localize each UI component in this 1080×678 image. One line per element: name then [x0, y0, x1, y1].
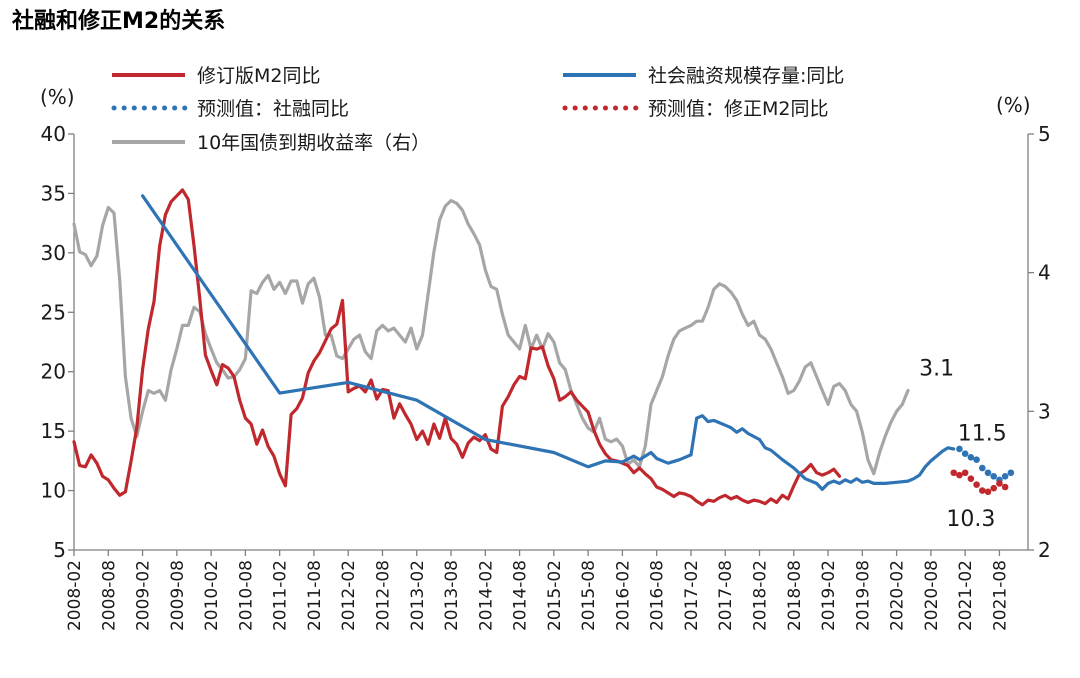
series-point [978, 487, 986, 494]
annotation-label: 11.5 [958, 422, 1007, 447]
series-point [956, 445, 963, 453]
legend: 修订版M2同比 社会融资规模存量:同比 预测值：社融同比 预测值：修正M2同比 … [111, 65, 844, 154]
series-point [984, 469, 992, 477]
x-tick-label: 2008-08 [99, 560, 119, 631]
x-tick-label: 2010-08 [236, 560, 256, 631]
x-tick-label: 2016-08 [648, 560, 668, 631]
series-point [984, 488, 992, 496]
y-left-tick-label: 40 [41, 122, 66, 146]
series-point [956, 471, 963, 479]
y-left-tick-label: 25 [41, 300, 66, 324]
series-point [1007, 469, 1015, 477]
series-line [72, 188, 842, 507]
series-point [973, 481, 980, 488]
x-tick-label: 2018-08 [785, 560, 805, 631]
left-axis-unit: (%) [40, 85, 75, 109]
x-tick-label: 2012-08 [373, 560, 393, 631]
legend-label-m2-forecast: 预测值：修正M2同比 [648, 98, 828, 120]
x-tick-label: 2012-02 [339, 560, 359, 631]
y-left-tick-label: 15 [41, 419, 66, 443]
x-tick-label: 2009-08 [168, 560, 188, 631]
legend-item-tsf: 社会融资规模存量:同比 [563, 65, 844, 87]
legend-item-m2: 修订版M2同比 [112, 65, 320, 87]
y-right-tick-label: 5 [1038, 122, 1051, 146]
series-point [950, 469, 958, 477]
x-tick-label: 2009-02 [134, 560, 154, 631]
legend-item-bond: 10年国债到期收益率（右） [112, 132, 430, 154]
series-point [990, 473, 998, 480]
legend-item-tsf-forecast: 预测值：社融同比 [111, 98, 349, 120]
series-line [141, 194, 956, 491]
x-tick-label: 2021-08 [990, 560, 1010, 631]
y-left-tick-label: 20 [41, 360, 66, 384]
x-tick-label: 2014-08 [511, 560, 531, 631]
y-left-tick-label: 35 [41, 181, 66, 205]
y-left-tick-label: 10 [41, 479, 66, 503]
series-point [961, 469, 969, 477]
x-tick-label: 2017-08 [716, 560, 736, 631]
x-tick-label: 2021-02 [956, 560, 976, 631]
series-point [961, 450, 969, 458]
x-tick-label: 2011-08 [305, 560, 325, 631]
annotation-label: 3.1 [919, 356, 954, 381]
y-right-tick-label: 4 [1038, 261, 1051, 285]
y-right-tick-label: 3 [1038, 399, 1051, 423]
series-line [72, 199, 910, 476]
legend-item-m2-forecast: 预测值：修正M2同比 [562, 98, 828, 120]
x-tick-label: 2020-02 [888, 560, 908, 631]
legend-label-tsf: 社会融资规模存量:同比 [648, 65, 844, 87]
x-tick-label: 2017-02 [682, 560, 702, 631]
series-point [990, 484, 998, 492]
x-tick-label: 2015-08 [579, 560, 599, 631]
series-point [1001, 473, 1009, 480]
x-tick-label: 2015-02 [545, 560, 565, 631]
x-tick-label: 2008-02 [65, 560, 85, 631]
series-layer [72, 188, 1015, 507]
annotations: 3.1 11.5 10.3 [919, 356, 1007, 532]
x-tick-label: 2019-02 [819, 560, 839, 631]
right-axis-unit: (%) [996, 93, 1031, 117]
annotation-label: 10.3 [946, 507, 995, 532]
x-tick-label: 2014-02 [476, 560, 496, 631]
series-point [996, 480, 1003, 487]
legend-label-tsf-forecast: 预测值：社融同比 [197, 98, 349, 120]
legend-label-bond: 10年国债到期收益率（右） [197, 132, 430, 154]
series-point [973, 456, 980, 463]
x-tick-label: 2020-08 [922, 560, 942, 631]
y-left-tick-label: 5 [53, 538, 66, 562]
x-tick-label: 2013-08 [442, 560, 462, 631]
legend-label-m2: 修订版M2同比 [197, 65, 320, 87]
y-left-tick-label: 30 [41, 241, 66, 265]
x-tick-label: 2018-02 [751, 560, 771, 631]
x-tick-label: 2016-02 [613, 560, 633, 631]
x-tick-label: 2011-02 [271, 560, 291, 631]
series-point [967, 475, 975, 482]
series-point [967, 453, 975, 461]
y-right-tick-label: 2 [1038, 538, 1051, 562]
chart-title: 社融和修正M2的关系 [12, 8, 225, 34]
series-point [1001, 483, 1009, 491]
series-point [978, 464, 986, 472]
x-tick-label: 2013-02 [408, 560, 428, 631]
x-tick-label: 2010-02 [202, 560, 222, 631]
x-tick-label: 2019-08 [853, 560, 873, 631]
